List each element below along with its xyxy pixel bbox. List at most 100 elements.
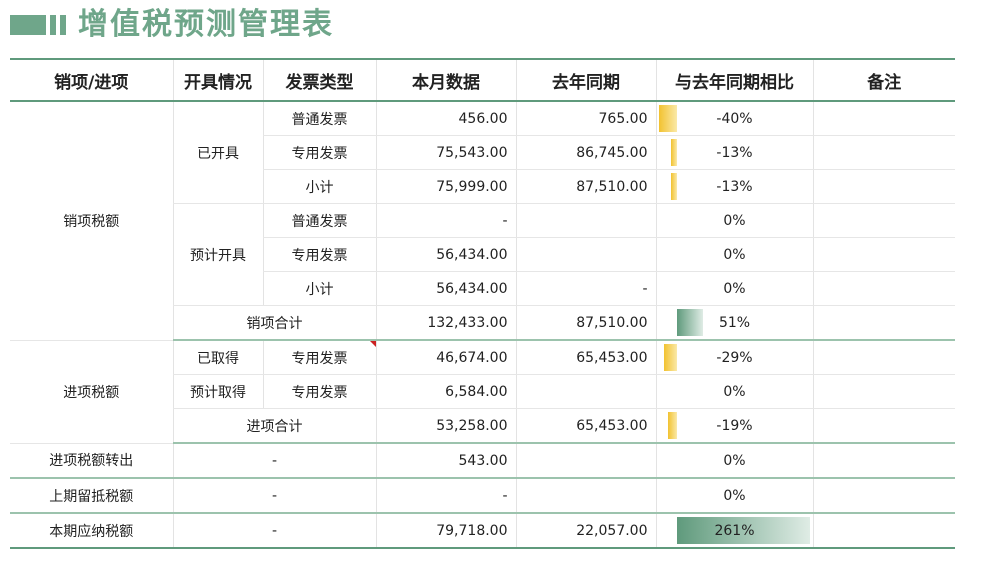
issue-status: 已开具 bbox=[172, 101, 263, 204]
header-cell: 销项/进项 bbox=[10, 58, 173, 102]
current-value: - bbox=[375, 478, 516, 514]
remark-cell[interactable] bbox=[812, 340, 955, 375]
comparison-value: 0% bbox=[723, 212, 746, 229]
table-row: 进项税额 已取得 专用发票 46,674.00 65,453.00 -29% bbox=[10, 340, 955, 444]
comparison-cell: -29% bbox=[655, 340, 813, 375]
invoice-type: 专用发票 bbox=[262, 237, 376, 272]
remark-cell[interactable] bbox=[812, 271, 955, 306]
header-row: 销项/进项 开具情况 发票类型 本月数据 去年同期 与去年同期相比 备注 bbox=[10, 58, 955, 102]
remark-cell[interactable] bbox=[812, 374, 955, 409]
comparison-value: 0% bbox=[723, 383, 746, 400]
comparison-value: 51% bbox=[718, 314, 751, 331]
table-row: 销项合计 132,433.00 87,510.00 51% bbox=[10, 305, 955, 341]
title-decoration-icon bbox=[10, 15, 66, 35]
comparison-value: 0% bbox=[723, 487, 746, 504]
comparison-bar bbox=[663, 344, 677, 371]
prior-value: 765.00 bbox=[515, 101, 656, 136]
comparison-cell: 0% bbox=[655, 271, 813, 306]
prior-value bbox=[515, 478, 656, 514]
comparison-cell: -19% bbox=[655, 408, 813, 444]
current-value: 456.00 bbox=[375, 101, 516, 136]
current-value: 56,434.00 bbox=[375, 271, 516, 306]
current-value: 79,718.00 bbox=[375, 513, 516, 549]
invoice-type: 普通发票 bbox=[262, 203, 376, 238]
current-value: 75,543.00 bbox=[375, 135, 516, 170]
remark-cell[interactable] bbox=[812, 478, 955, 514]
remark-cell[interactable] bbox=[812, 203, 955, 238]
table-row: 预计开具 普通发票 - 0% bbox=[10, 203, 955, 306]
comparison-value: -13% bbox=[716, 144, 753, 161]
merged-dash: - bbox=[172, 478, 376, 514]
merged-dash: - bbox=[172, 443, 376, 479]
comparison-cell: -13% bbox=[655, 135, 813, 170]
remark-cell[interactable] bbox=[812, 305, 955, 341]
comparison-cell: 0% bbox=[655, 374, 813, 409]
invoice-type: 小计 bbox=[262, 169, 376, 204]
comparison-value: 0% bbox=[723, 280, 746, 297]
remark-cell[interactable] bbox=[812, 443, 955, 479]
comparison-cell: 0% bbox=[655, 443, 813, 479]
comparison-cell: -13% bbox=[655, 169, 813, 204]
current-value: - bbox=[375, 203, 516, 238]
remark-cell[interactable] bbox=[812, 101, 955, 136]
invoice-type: 专用发票 bbox=[262, 374, 376, 409]
table-row: 进项税额转出 - 543.00 0% bbox=[10, 443, 955, 479]
header-cell: 备注 bbox=[812, 58, 955, 102]
prior-value bbox=[515, 374, 656, 409]
subtotal-label: 进项合计 bbox=[172, 408, 376, 444]
comparison-cell: -40% bbox=[655, 101, 813, 136]
remark-cell[interactable] bbox=[812, 513, 955, 549]
table-row: 预计取得 专用发票 6,584.00 0% bbox=[10, 374, 955, 409]
comparison-value: 0% bbox=[723, 246, 746, 263]
comparison-cell: 51% bbox=[655, 305, 813, 341]
table-row: 小计 56,434.00 - 0% bbox=[10, 271, 955, 306]
page-title: 增值税预测管理表 bbox=[78, 7, 334, 42]
remark-cell[interactable] bbox=[812, 408, 955, 444]
header-cell: 与去年同期相比 bbox=[655, 58, 813, 102]
comparison-value: 261% bbox=[714, 522, 755, 539]
remark-cell[interactable] bbox=[812, 237, 955, 272]
table-row: 专用发票 75,543.00 86,745.00 -13% bbox=[10, 135, 955, 170]
comparison-bar bbox=[658, 105, 677, 132]
row-label: 本期应纳税额 bbox=[10, 513, 173, 549]
current-value: 56,434.00 bbox=[375, 237, 516, 272]
invoice-type: 小计 bbox=[262, 271, 376, 306]
comparison-value: -40% bbox=[716, 110, 753, 127]
merged-dash: - bbox=[172, 513, 376, 549]
comparison-cell: 0% bbox=[655, 237, 813, 272]
invoice-type: 普通发票 bbox=[262, 101, 376, 136]
prior-value: 87,510.00 bbox=[515, 305, 656, 341]
issue-status: 已取得 bbox=[172, 340, 263, 375]
current-value: 132,433.00 bbox=[375, 305, 516, 341]
remark-cell[interactable] bbox=[812, 135, 955, 170]
comparison-value: 0% bbox=[723, 452, 746, 469]
table-row: 专用发票 56,434.00 0% bbox=[10, 237, 955, 272]
prior-value: - bbox=[515, 271, 656, 306]
prior-value bbox=[515, 237, 656, 272]
comparison-cell: 0% bbox=[655, 203, 813, 238]
prior-value bbox=[515, 203, 656, 238]
vat-forecast-table: 销项/进项 开具情况 发票类型 本月数据 去年同期 与去年同期相比 备注 销项税… bbox=[10, 58, 955, 549]
comparison-value: -13% bbox=[716, 178, 753, 195]
table-row: 上期留抵税额 - - 0% bbox=[10, 478, 955, 514]
issue-status: 预计开具 bbox=[172, 203, 263, 306]
comparison-cell: 261% bbox=[655, 513, 813, 549]
comparison-value: -19% bbox=[716, 417, 753, 434]
header-cell: 发票类型 bbox=[262, 58, 376, 102]
current-value: 75,999.00 bbox=[375, 169, 516, 204]
comparison-cell: 0% bbox=[655, 478, 813, 514]
current-value: 543.00 bbox=[375, 443, 516, 479]
comparison-bar bbox=[668, 412, 677, 439]
header-cell: 去年同期 bbox=[515, 58, 656, 102]
section-label: 进项税额 bbox=[10, 340, 173, 444]
table-row: 销项税额 已开具 普通发票 456.00 765.00 -40% bbox=[10, 101, 955, 341]
issue-status: 预计取得 bbox=[172, 374, 263, 409]
row-label: 上期留抵税额 bbox=[10, 478, 173, 514]
remark-cell[interactable] bbox=[812, 169, 955, 204]
header-cell: 本月数据 bbox=[375, 58, 516, 102]
table-row: 本期应纳税额 - 79,718.00 22,057.00 261% bbox=[10, 513, 955, 549]
prior-value: 86,745.00 bbox=[515, 135, 656, 170]
table-row: 进项合计 53,258.00 65,453.00 -19% bbox=[10, 408, 955, 444]
current-value: 53,258.00 bbox=[375, 408, 516, 444]
subtotal-label: 销项合计 bbox=[172, 305, 376, 341]
